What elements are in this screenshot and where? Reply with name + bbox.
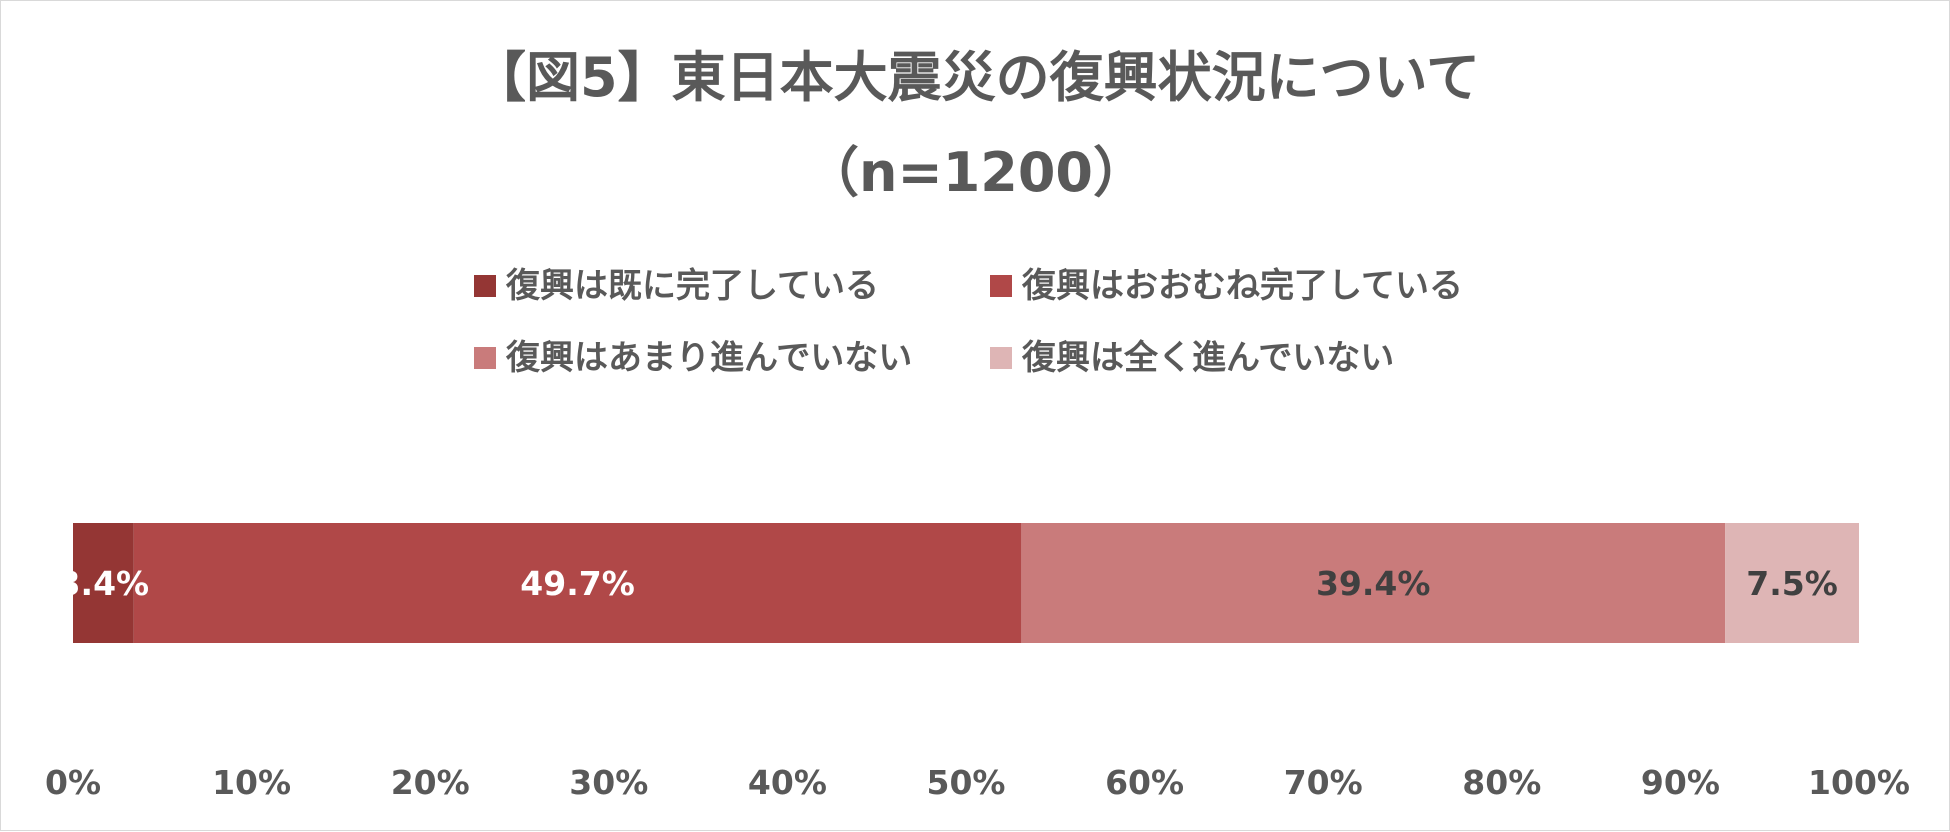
bar-segment-4 (1725, 523, 1859, 643)
chart-title: 【図5】東日本大震災の復興状況について (472, 46, 1480, 109)
legend-swatch-1 (474, 275, 496, 297)
x-tick-label: 50% (927, 763, 1006, 802)
x-tick-label: 30% (569, 763, 648, 802)
bar-segment-2 (133, 523, 1022, 643)
data-label-3: 39.4% (1316, 564, 1431, 603)
legend-swatch-4 (990, 347, 1012, 369)
x-tick-label: 90% (1641, 763, 1720, 802)
data-label-4: 7.5% (1746, 564, 1838, 603)
x-tick-label: 80% (1462, 763, 1541, 802)
legend-swatch-3 (474, 347, 496, 369)
legend-label-3: 復興はあまり進んでいない (505, 338, 912, 378)
data-label-2: 49.7% (520, 564, 635, 603)
x-tick-label: 40% (748, 763, 827, 802)
chart-subtitle: （n=1200） (805, 141, 1147, 204)
x-axis-ticks: 0% 10% 20% 30% 40% 50% 60% 70% 80% 90% 100% (45, 763, 1910, 802)
x-tick-label: 20% (391, 763, 470, 802)
legend-label-1: 復興は既に完了している (505, 266, 879, 306)
legend-label-4: 復興は全く進んでいない (1021, 338, 1394, 378)
bar-segment-1 (73, 523, 134, 643)
x-tick-label: 0% (45, 763, 101, 802)
x-tick-label: 70% (1284, 763, 1363, 802)
legend-label-2: 復興はおおむね完了している (1021, 266, 1463, 306)
x-tick-label: 60% (1105, 763, 1184, 802)
data-label-1: 3.4% (58, 564, 150, 603)
x-tick-label: 100% (1808, 763, 1910, 802)
legend-swatch-2 (990, 275, 1012, 297)
x-tick-label: 10% (212, 763, 291, 802)
bar-segment-3 (1021, 523, 1726, 643)
bar-segments (73, 523, 1859, 643)
data-labels: 3.4% 49.7% 39.4% 7.5% (58, 564, 1838, 603)
